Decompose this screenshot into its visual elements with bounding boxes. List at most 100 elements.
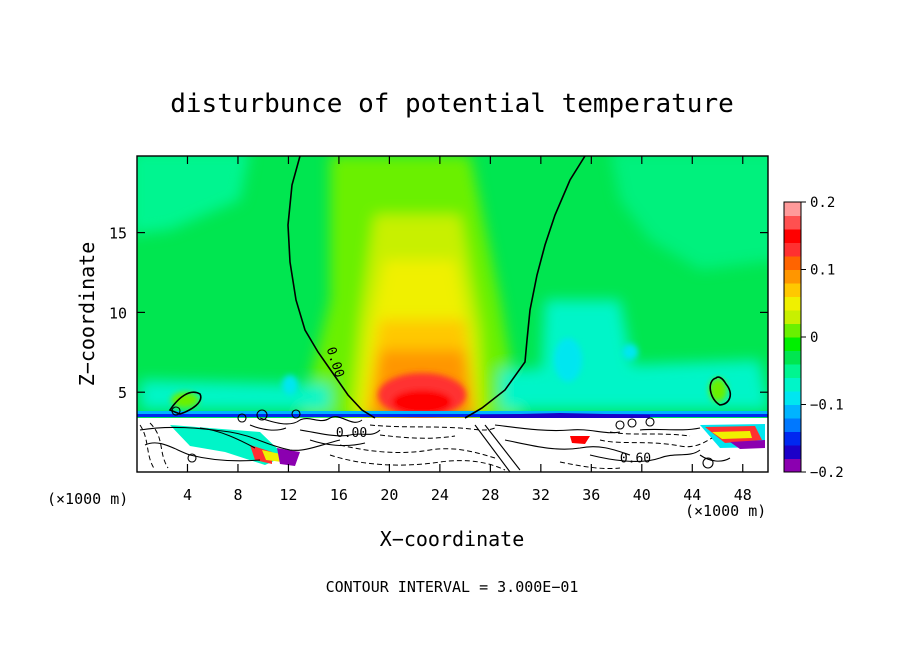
lower-contour xyxy=(309,439,366,447)
contour-interval-footer: CONTOUR INTERVAL = 3.000E−01 xyxy=(326,578,579,596)
colorbar-swatch xyxy=(784,323,801,338)
x-tick-label: 16 xyxy=(330,486,348,504)
dashed-contour xyxy=(609,431,691,437)
colorbar-swatch xyxy=(784,215,801,230)
lower-contours xyxy=(139,406,731,472)
lower-contour xyxy=(484,424,521,471)
colorbar-swatch xyxy=(784,377,801,392)
x-tick-label: 24 xyxy=(431,486,449,504)
colorbar-swatch xyxy=(784,431,801,446)
warm-core-max xyxy=(392,390,452,414)
colorbar-swatch xyxy=(784,364,801,378)
upper-light-band xyxy=(137,156,249,235)
y-tick-label: 10 xyxy=(109,304,127,322)
colorbar-swatch xyxy=(784,296,801,311)
lower-contour xyxy=(249,424,287,431)
contour-blob-left xyxy=(168,391,202,415)
x-unit-label: (×1000 m) xyxy=(685,502,766,520)
lower-contour xyxy=(171,406,181,416)
lower-contour xyxy=(589,449,701,462)
x-tick-label: 32 xyxy=(532,486,550,504)
field-detail xyxy=(171,338,727,417)
colorbar-tick-label: 0 xyxy=(810,330,818,346)
cyan-patch-12 xyxy=(282,375,298,395)
dashed-contour xyxy=(139,424,156,471)
colorbar: 0.2 0.1 0 −0.1 −0.2 xyxy=(783,195,844,481)
dashed-contour xyxy=(379,434,456,439)
plot-frame xyxy=(136,155,769,473)
dashed-contours xyxy=(139,422,713,471)
lower-contour xyxy=(627,418,637,428)
lower-contour xyxy=(291,409,301,419)
x-tick-label: 28 xyxy=(481,486,499,504)
dashed-contour xyxy=(369,424,496,431)
dashed-contour xyxy=(329,454,506,471)
lower-contour xyxy=(639,427,701,431)
x-tick-label: 20 xyxy=(380,486,398,504)
low-patch-left-purple xyxy=(277,448,300,466)
lower-contour xyxy=(702,457,714,469)
cool-band-left xyxy=(140,380,330,410)
x-tick-label: 48 xyxy=(734,486,752,504)
x-tick-label: 4 xyxy=(183,486,192,504)
x-tick-label: 8 xyxy=(233,486,242,504)
x-tick-label: 12 xyxy=(279,486,297,504)
lower-contour xyxy=(504,439,631,456)
colorbar-swatch xyxy=(784,445,801,459)
lower-contour xyxy=(645,417,655,427)
dashed-contour xyxy=(149,422,169,469)
colorbar-swatch xyxy=(784,404,801,419)
y-unit-label: (×1000 m) xyxy=(47,490,128,508)
colorbar-swatch xyxy=(784,418,801,432)
boundary-purple xyxy=(480,413,650,418)
contour-blob-right xyxy=(709,376,732,406)
colorbar-swatch xyxy=(784,242,801,257)
lower-contour xyxy=(139,426,341,451)
low-patch-right-yellow xyxy=(712,431,752,439)
low-patch-mid-red xyxy=(570,436,590,444)
lower-contour xyxy=(699,454,731,462)
lower-contour xyxy=(259,416,363,425)
colorbar-swatch xyxy=(784,202,801,216)
lower-contour xyxy=(256,409,268,421)
colorbar-swatch xyxy=(784,229,801,243)
y-tick-label: 5 xyxy=(118,384,127,402)
contour-label: 0.60 xyxy=(620,451,651,466)
lower-contour xyxy=(187,453,197,463)
colorbar-swatch xyxy=(784,337,801,351)
y-tick-label: 15 xyxy=(109,225,127,243)
cool-right-upper xyxy=(611,156,768,270)
zero-contour-left xyxy=(287,156,376,419)
dashed-contour xyxy=(599,437,713,448)
colorbar-swatch xyxy=(784,269,801,284)
lower-contour xyxy=(237,413,247,423)
x-tick-label: 36 xyxy=(582,486,600,504)
lower-contour xyxy=(299,429,381,437)
low-patch-right-purple xyxy=(730,440,765,449)
lower-contour xyxy=(199,427,256,449)
lower-contour xyxy=(474,424,511,472)
colorbar-swatch xyxy=(784,283,801,297)
contour-lines xyxy=(139,156,732,472)
boundary-blue xyxy=(137,414,768,417)
plot-area xyxy=(137,156,768,472)
y-axis: 5 10 15 xyxy=(109,225,768,402)
lower-contour xyxy=(615,420,625,430)
lower-contour xyxy=(144,442,261,462)
colorbar-tick-label: −0.2 xyxy=(810,465,844,481)
y-axis-label: Z−coordinate xyxy=(75,242,99,387)
lower-contour xyxy=(494,424,621,434)
dashed-contour xyxy=(339,444,496,459)
zero-contour-right xyxy=(464,156,586,419)
boundary-cyan xyxy=(137,411,768,414)
colorbar-tick-label: 0.2 xyxy=(810,195,835,211)
x-axis: 4 8 12 16 20 24 28 32 36 40 44 48 xyxy=(183,156,752,504)
chart-title: disturbunce of potential temperature xyxy=(170,89,734,119)
cyan-patch-34 xyxy=(554,338,582,382)
x-tick-label: 44 xyxy=(683,486,701,504)
contour-label: 0.00 xyxy=(336,426,367,441)
green-blob-right xyxy=(709,378,727,402)
colorbar-tick-label: 0.1 xyxy=(810,263,835,279)
colorbar-tick-label: −0.1 xyxy=(810,398,844,414)
x-axis-label: X−coordinate xyxy=(380,527,525,551)
